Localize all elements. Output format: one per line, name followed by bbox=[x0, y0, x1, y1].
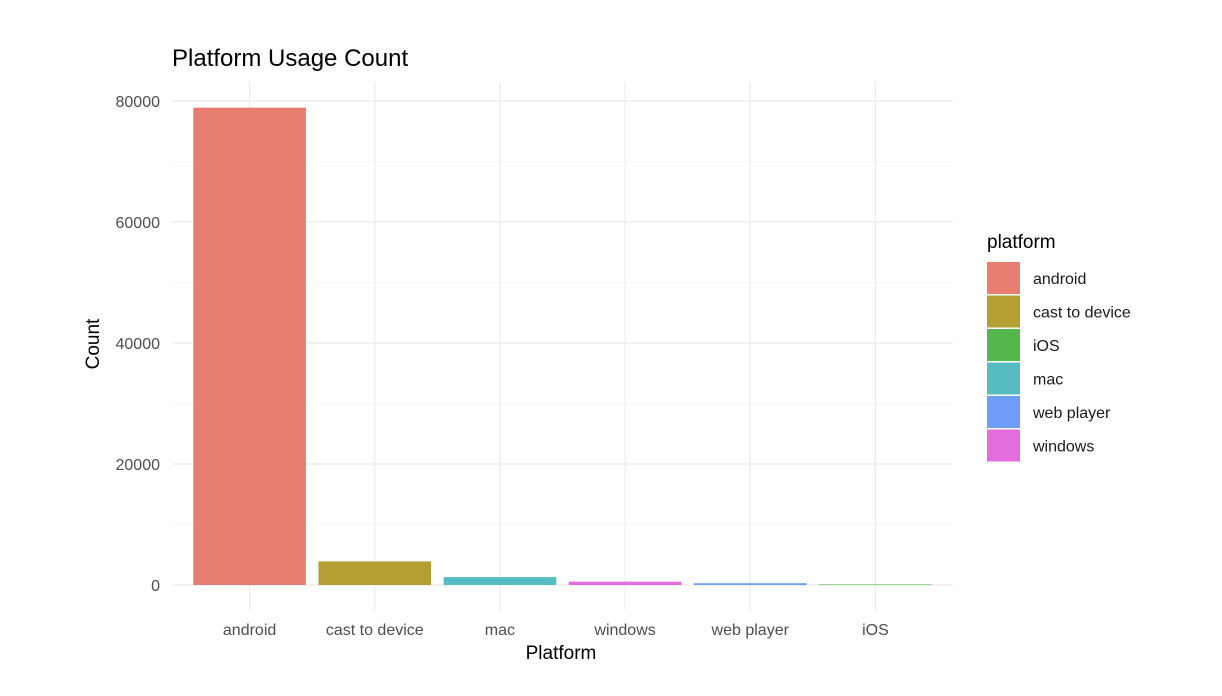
bar-windows bbox=[568, 581, 682, 585]
y-tick-label: 0 bbox=[151, 578, 160, 595]
x-tick-label: web player bbox=[711, 622, 790, 639]
legend-label: android bbox=[1033, 271, 1086, 288]
y-axis-title: Count bbox=[83, 318, 104, 369]
bar-web-player bbox=[693, 583, 807, 585]
chart-title: Platform Usage Count bbox=[172, 45, 408, 72]
bars bbox=[193, 107, 932, 585]
x-tick-label: cast to device bbox=[326, 622, 424, 639]
legend-swatch bbox=[987, 262, 1020, 294]
y-axis-ticks: 0 20000 40000 60000 80000 bbox=[116, 94, 161, 595]
y-tick-label: 40000 bbox=[116, 336, 161, 353]
y-tick-label: 20000 bbox=[116, 457, 161, 474]
legend-swatch bbox=[987, 396, 1020, 428]
legend-title: platform bbox=[987, 232, 1056, 253]
x-tick-label: iOS bbox=[862, 622, 889, 639]
y-tick-label: 80000 bbox=[116, 94, 161, 111]
x-tick-label: android bbox=[223, 622, 276, 639]
bar-android bbox=[193, 107, 306, 585]
legend-label: windows bbox=[1032, 439, 1094, 456]
x-axis-title: Platform bbox=[526, 643, 597, 664]
legend-swatch bbox=[987, 329, 1020, 361]
y-tick-label: 60000 bbox=[116, 215, 161, 232]
x-tick-label: mac bbox=[485, 622, 515, 639]
bar-ios bbox=[819, 584, 932, 585]
x-axis-ticks: android cast to device mac windows web playe… bbox=[223, 622, 889, 639]
bar-mac bbox=[443, 577, 557, 585]
legend-swatch bbox=[987, 295, 1020, 328]
legend-swatch bbox=[987, 362, 1020, 395]
legend-label: web player bbox=[1032, 405, 1111, 422]
legend-label: iOS bbox=[1033, 338, 1060, 355]
x-tick-label: windows bbox=[593, 622, 655, 639]
bar-cast-to-device bbox=[318, 561, 432, 585]
legend-label: cast to device bbox=[1033, 305, 1131, 322]
legend-swatch bbox=[987, 429, 1020, 462]
legend: platform android cast to device iOS mac web … bbox=[987, 232, 1131, 462]
legend-label: mac bbox=[1033, 372, 1063, 389]
